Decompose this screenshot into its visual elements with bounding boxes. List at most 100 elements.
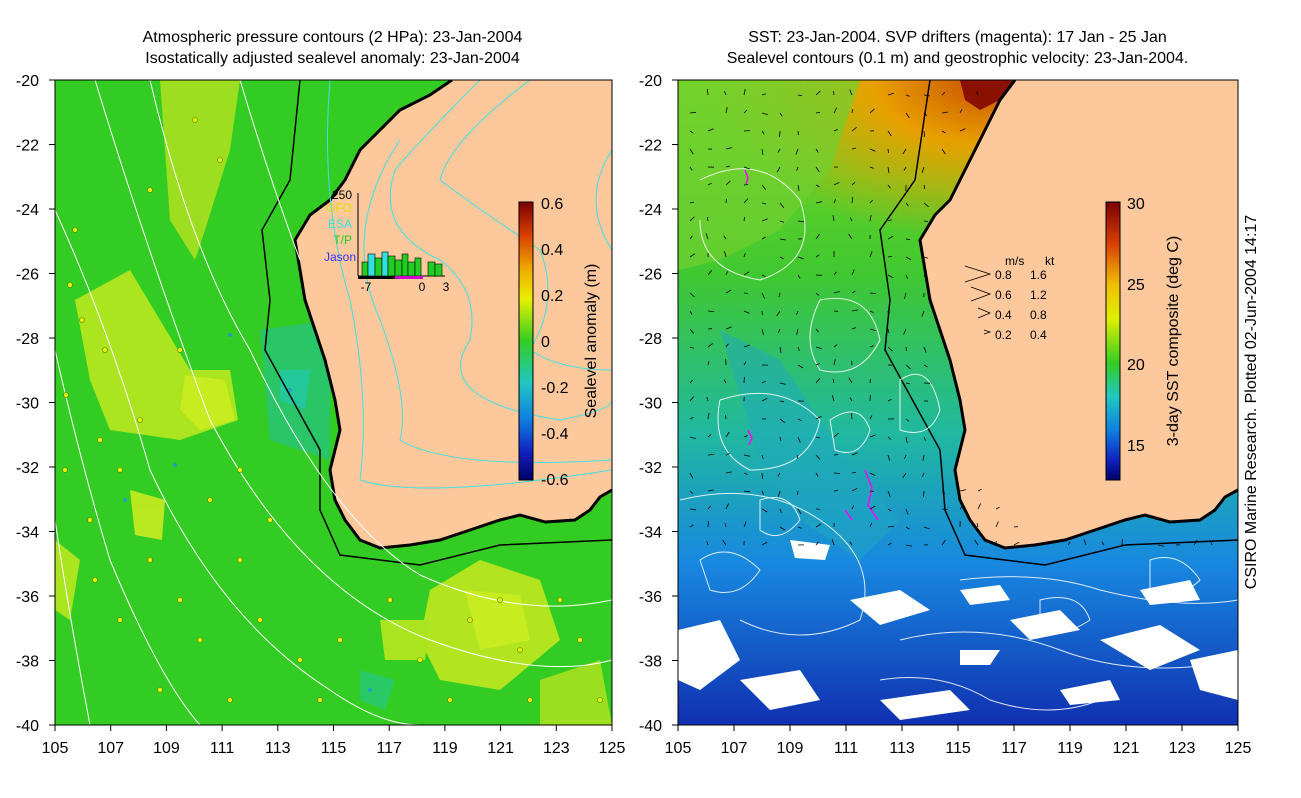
right-title-line-1: SST: 23-Jan-2004. SVP drifters (magenta)… [748,29,1167,46]
velocity-arrow [761,202,766,205]
velocity-arrow [995,521,999,528]
velocity-arrow [707,310,715,312]
velocity-arrow [851,505,855,510]
velocity-arrow [815,328,819,333]
velocity-arrow [959,128,966,132]
velocity-arrow [815,233,820,240]
velocity-arrow [797,508,802,515]
right-lat-tick-label: -26 [639,267,662,284]
sst-cbar-tick-3: 15 [1127,438,1145,455]
velocity-arrow [779,238,786,241]
velocity-arrow [905,418,910,422]
inset-x-label-min: -7 [361,280,372,294]
velocity-arrow [869,505,876,510]
velocity-arrow [887,219,892,222]
velocity-arrow [833,489,838,492]
velocity-arrow [1193,539,1198,546]
velocity-arrow [851,412,853,420]
velocity-arrow [941,130,946,134]
velocity-arrow [887,490,891,497]
velocity-arrow [778,292,781,297]
velocity-arrow [905,544,912,547]
inset-bars [361,251,443,277]
velocity-arrow [797,94,802,97]
velocity-arrow [706,541,709,546]
velocity-arrow [689,472,694,479]
sla-cbar-tick-0: 0.6 [541,196,563,213]
velocity-arrow [761,292,765,299]
velocity-arrow [779,400,784,403]
velocity-arrow [761,454,764,459]
velocity-arrow [815,90,821,96]
velocity-arrow [761,130,765,135]
velocity-legend-header-ms: m/s [1005,254,1024,268]
velocity-arrow [797,274,801,279]
velocity-arrow [815,112,821,114]
left-lon-tick-label: 109 [153,740,180,757]
velocity-arrow [887,92,894,96]
velocity-arrow [815,346,822,350]
left-lat-tick-label: -40 [16,718,39,735]
velocity-arrow [761,148,764,155]
velocity-arrow [743,271,750,276]
sst-colorbar: 30 25 20 15 3-day SST composite (deg C) [1105,196,1182,481]
velocity-arrow [833,432,839,438]
velocity-arrow [1157,544,1164,547]
velocity-arrow [903,328,907,335]
velocity-arrow [761,112,768,115]
velocity-arrow [743,454,750,457]
sst-cbar-tick-2: 20 [1127,357,1145,374]
velocity-arrow [815,201,822,204]
inset-tick-markers [358,276,423,279]
velocity-arrow [815,472,819,477]
velocity-arrow [851,327,856,330]
velocity-arrow [743,89,746,96]
velocity-arrow [725,471,732,474]
velocity-arrow [976,91,979,96]
velocity-arrow [743,253,746,258]
velocity-arrow [707,489,714,492]
velocity-arrow [815,454,821,460]
velocity-arrow [689,166,693,171]
velocity-arrow [815,436,820,439]
velocity-arrow [941,490,946,494]
velocity-arrow [887,166,890,173]
right-lat-tick-label: -24 [639,202,662,219]
velocity-arrow [797,256,804,260]
velocity-arrow [869,490,875,492]
velocity-arrow [777,490,781,497]
velocity-arrow [1067,541,1071,546]
velocity-arrow [905,382,910,385]
velocity-arrow [833,181,840,186]
velocity-arrow [869,328,876,331]
sla-cbar-tick-6: -0.6 [541,472,569,489]
velocity-arrow [761,508,768,513]
left-title-line-1: Atmospheric pressure contours (2 HPa): 2… [142,29,523,46]
left-lon-tick-label: 115 [321,740,347,757]
velocity-arrow [869,310,874,314]
velocity-arrow [849,89,853,96]
sla-cbar-tick-5: -0.4 [541,426,569,443]
velocity-arrow [689,436,696,439]
right-title-line-2: Sealevel contours (0.1 m) and geostrophi… [726,50,1189,67]
velocity-arrow [923,490,925,498]
velocity-arrow [923,346,927,353]
velocity-arrow [904,292,907,299]
right-lat-tick-label: -40 [639,718,662,735]
velocity-arrow [905,364,911,370]
velocity-arrow [707,505,711,510]
velocity-arrow [724,523,727,528]
inset-legend-tp: T/P [333,233,352,247]
left-lat-tick-label: -20 [16,73,39,90]
velocity-arrow [815,541,819,546]
velocity-arrow [869,434,876,438]
velocity-arrow [833,107,838,114]
velocity-arrow [725,165,730,168]
velocity-arrow [743,109,748,114]
left-lat-tick-label: -26 [16,267,39,284]
velocity-arrow [923,364,928,368]
velocity-arrow [707,361,710,366]
left-map: 250 GFO ESA T/P Jason -7 0 3 0.6 0.4 0.2… [55,80,612,725]
velocity-arrow [851,182,856,186]
